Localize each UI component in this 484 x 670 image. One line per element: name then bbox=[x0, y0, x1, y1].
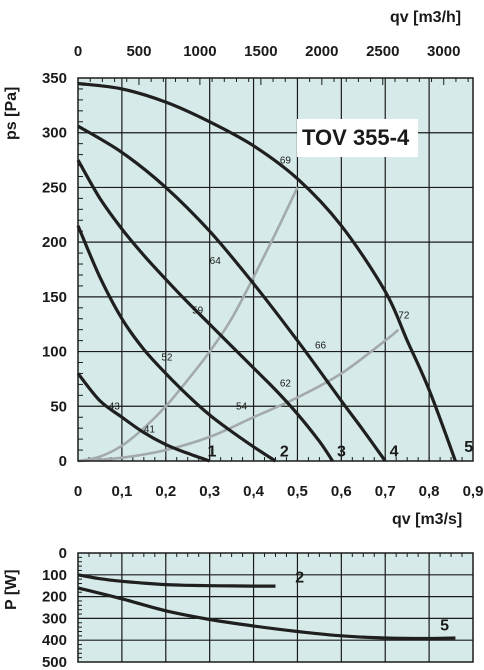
y-tick-label: 50 bbox=[50, 398, 67, 415]
pressure-curves bbox=[76, 81, 457, 463]
y-tick-label: 200 bbox=[42, 234, 67, 251]
efficiency-label: 59 bbox=[192, 305, 204, 316]
x2-tick-label: 1500 bbox=[244, 43, 277, 60]
efficiency-label: 66 bbox=[315, 340, 327, 351]
y-tick-label: 350 bbox=[42, 70, 67, 87]
power-curve-5 bbox=[77, 586, 456, 641]
power-plot-frame bbox=[77, 552, 474, 663]
x2-tick-label: 1000 bbox=[183, 43, 216, 60]
x-tick-label: 0,5 bbox=[287, 483, 308, 500]
y-tick-label: 0 bbox=[59, 453, 67, 470]
power-curves bbox=[77, 573, 456, 641]
curve-number-label: 4 bbox=[390, 444, 399, 461]
efficiency-label: 64 bbox=[210, 256, 222, 267]
power-curve-label: 5 bbox=[440, 617, 449, 634]
pressure-curve-3 bbox=[76, 159, 334, 462]
power-plot-area bbox=[78, 553, 473, 662]
efficiency-label: 54 bbox=[236, 402, 248, 413]
pressure-curve-2 bbox=[76, 225, 277, 463]
x2-tick-label: 3000 bbox=[427, 43, 460, 60]
power-y-tick-label: 400 bbox=[42, 632, 67, 649]
main-grid bbox=[78, 78, 473, 461]
x-tick-label: 0,7 bbox=[375, 483, 396, 500]
power-y-tick-label: 500 bbox=[42, 654, 67, 670]
efficiency-label: 52 bbox=[161, 352, 173, 363]
y-tick-label: 100 bbox=[42, 344, 67, 361]
model-label-box bbox=[297, 119, 418, 157]
y-axis-title: ps [Pa] bbox=[3, 87, 20, 140]
x2-tick-label: 0 bbox=[74, 43, 82, 60]
efficiency-label: 69 bbox=[280, 155, 292, 166]
x-tick-label: 0,2 bbox=[155, 483, 176, 500]
x-tick-label: 0,6 bbox=[331, 483, 352, 500]
y-tick-label: 150 bbox=[42, 289, 67, 306]
efficiency-curve bbox=[77, 328, 400, 463]
x2-tick-label: 2500 bbox=[366, 43, 399, 60]
pressure-curve-4 bbox=[77, 124, 387, 462]
x2-tick-label: 2000 bbox=[305, 43, 338, 60]
x-tick-label: 0 bbox=[74, 483, 82, 500]
power-y-axis-title: P [W] bbox=[3, 569, 20, 610]
efficiency-label: 43 bbox=[109, 402, 121, 413]
efficiency-curves bbox=[77, 186, 400, 463]
x-tick-label: 0,3 bbox=[199, 483, 220, 500]
x-tick-label: 0,1 bbox=[111, 483, 132, 500]
curve-number-label: 1 bbox=[207, 444, 216, 461]
efficiency-label: 41 bbox=[144, 425, 156, 436]
x2-tick-label: 500 bbox=[126, 43, 151, 60]
x-tick-label: 0,4 bbox=[243, 483, 265, 500]
efficiency-label: 72 bbox=[398, 311, 410, 322]
main-plot-frame bbox=[77, 77, 474, 462]
x-axis-bottom-title: qv [m3/s] bbox=[392, 511, 462, 528]
x-tick-label: 0,8 bbox=[419, 483, 440, 500]
efficiency-curve bbox=[77, 186, 299, 463]
power-curve-2 bbox=[77, 573, 276, 588]
power-y-tick-label: 300 bbox=[42, 610, 67, 627]
efficiency-label: 62 bbox=[280, 379, 292, 390]
x-axis-top-title: qv [m3/h] bbox=[390, 9, 461, 26]
curve-number-label: 2 bbox=[280, 444, 289, 461]
x-tick-label: 0,9 bbox=[463, 483, 484, 500]
y-tick-label: 300 bbox=[42, 125, 67, 142]
model-label: TOV 355-4 bbox=[302, 125, 410, 150]
power-curve-label: 2 bbox=[295, 569, 304, 586]
pressure-curve-1 bbox=[76, 372, 211, 463]
y-tick-label: 250 bbox=[42, 179, 67, 196]
power-y-tick-label: 200 bbox=[42, 589, 67, 606]
pressure-curve-5 bbox=[77, 81, 457, 462]
power-y-tick-label: 0 bbox=[59, 545, 67, 562]
curve-number-label: 5 bbox=[464, 439, 473, 456]
tick-labels: 0 0,1 0,2 0,3 0,4 0,5 0,6 0,7 0,8 0,90 500 1000 1500… bbox=[42, 43, 483, 670]
power-y-tick-label: 100 bbox=[42, 567, 67, 584]
curve-number-label: 3 bbox=[337, 444, 346, 461]
